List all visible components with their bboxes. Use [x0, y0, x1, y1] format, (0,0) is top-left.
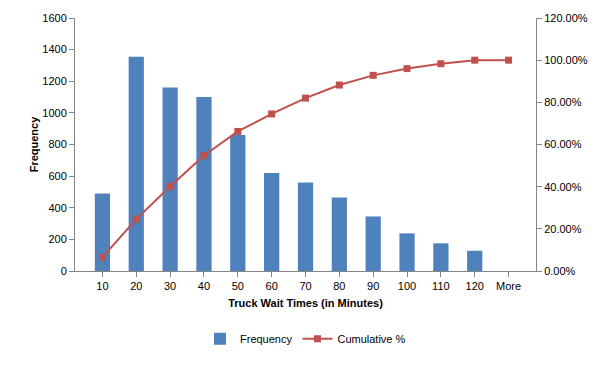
- svg-text:50: 50: [232, 280, 244, 292]
- svg-text:90: 90: [367, 280, 379, 292]
- svg-text:30: 30: [164, 280, 176, 292]
- svg-text:Frequency: Frequency: [28, 116, 40, 173]
- svg-text:20.00%: 20.00%: [544, 223, 582, 235]
- svg-text:200: 200: [48, 233, 66, 245]
- svg-text:60: 60: [266, 280, 278, 292]
- svg-text:600: 600: [48, 170, 66, 182]
- svg-text:0: 0: [61, 265, 67, 277]
- svg-text:Frequency: Frequency: [240, 333, 292, 345]
- svg-text:70: 70: [299, 280, 311, 292]
- svg-text:More: More: [496, 280, 521, 292]
- svg-text:60.00%: 60.00%: [544, 138, 582, 150]
- svg-text:100: 100: [398, 280, 416, 292]
- svg-text:1600: 1600: [42, 12, 66, 24]
- svg-text:40: 40: [198, 280, 210, 292]
- svg-text:0.00%: 0.00%: [544, 265, 575, 277]
- svg-text:120: 120: [466, 280, 484, 292]
- svg-text:80.00%: 80.00%: [544, 96, 582, 108]
- svg-text:120.00%: 120.00%: [544, 12, 588, 24]
- svg-text:400: 400: [48, 202, 66, 214]
- svg-text:1000: 1000: [42, 107, 66, 119]
- svg-text:110: 110: [432, 280, 450, 292]
- svg-text:80: 80: [333, 280, 345, 292]
- svg-text:10: 10: [96, 280, 108, 292]
- svg-text:100.00%: 100.00%: [544, 54, 588, 66]
- svg-text:800: 800: [48, 138, 66, 150]
- svg-text:Truck Wait Times (in Minutes): Truck Wait Times (in Minutes): [228, 297, 383, 309]
- svg-text:1400: 1400: [42, 43, 66, 55]
- svg-text:20: 20: [130, 280, 142, 292]
- svg-text:Cumulative %: Cumulative %: [337, 333, 405, 345]
- svg-text:40.00%: 40.00%: [544, 181, 582, 193]
- svg-text:1200: 1200: [42, 75, 66, 87]
